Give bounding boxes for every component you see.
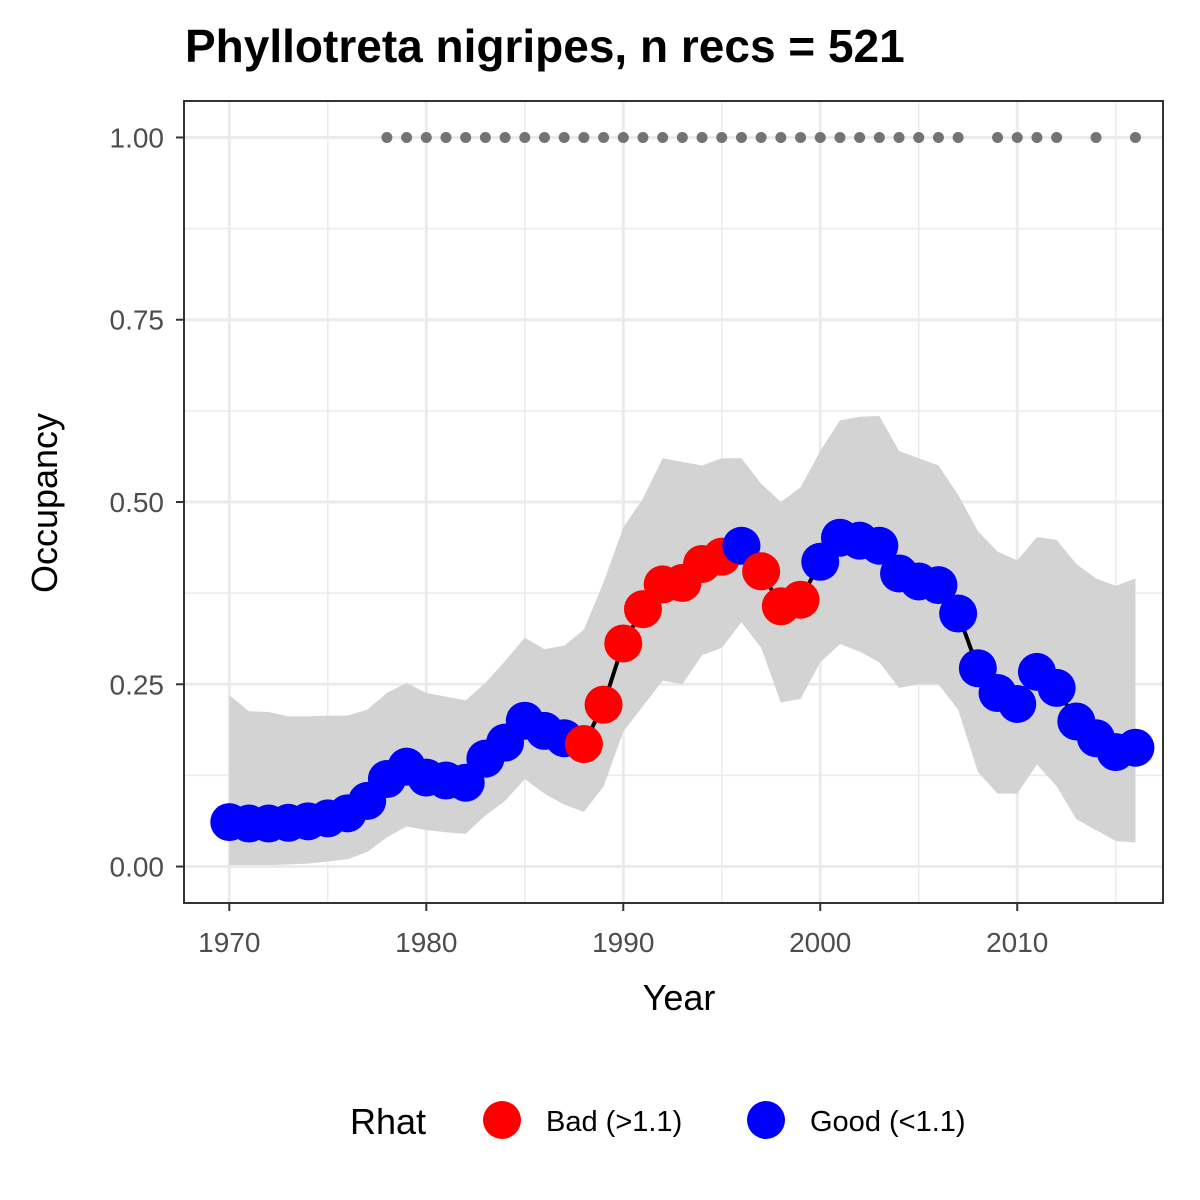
record-year-dot <box>716 131 728 143</box>
occupancy-point-bad <box>742 552 781 591</box>
confidence-ribbon-layer <box>229 415 1136 866</box>
y-tick-label: 0.25 <box>110 669 165 700</box>
record-year-dot <box>814 131 826 143</box>
x-axis-title: Year <box>643 977 716 1018</box>
x-tick-label: 1970 <box>198 927 260 958</box>
occupancy-point-bad <box>604 624 643 663</box>
occupancy-point-good <box>998 684 1037 723</box>
occupancy-point-good <box>1116 728 1155 767</box>
confidence-ribbon <box>229 415 1136 866</box>
x-tick-label: 1990 <box>592 927 654 958</box>
record-year-dot <box>558 131 570 143</box>
record-year-dot <box>676 131 688 143</box>
occupancy-point-good <box>860 526 899 565</box>
record-year-dot <box>617 131 629 143</box>
legend-title: Rhat <box>350 1101 426 1142</box>
record-year-dot <box>598 131 610 143</box>
record-year-dot <box>893 131 905 143</box>
record-dots-layer <box>381 131 1141 143</box>
record-year-dot <box>1031 131 1043 143</box>
record-year-dot <box>578 131 590 143</box>
record-year-dot <box>440 131 452 143</box>
record-year-dot <box>401 131 413 143</box>
record-year-dot <box>913 131 925 143</box>
x-tick-label: 1980 <box>395 927 457 958</box>
record-year-dot <box>519 131 531 143</box>
record-year-dot <box>992 131 1004 143</box>
record-year-dot <box>1011 131 1023 143</box>
y-axis-title: Occupancy <box>24 413 65 593</box>
record-year-dot <box>795 131 807 143</box>
occupancy-point-good <box>1037 668 1076 707</box>
record-year-dot <box>420 131 432 143</box>
record-year-dot <box>479 131 491 143</box>
axes: 1970 1980 1990 2000 2010 0.00 0.25 0.50 0.75 1.00 <box>110 122 1049 958</box>
record-year-dot <box>460 131 472 143</box>
x-tick-label: 2010 <box>986 927 1048 958</box>
x-tick-label: 2000 <box>789 927 851 958</box>
record-year-dot <box>696 131 708 143</box>
legend-label-good: Good (<1.1) <box>810 1106 966 1138</box>
record-year-dot <box>755 131 767 143</box>
occupancy-points-layer <box>210 518 1155 843</box>
legend-key-bad <box>483 1101 521 1139</box>
record-year-dot <box>1051 131 1063 143</box>
record-year-dot <box>854 131 866 143</box>
record-year-dot <box>952 131 964 143</box>
occupancy-point-good <box>919 566 958 605</box>
y-tick-label: 1.00 <box>110 122 165 153</box>
record-year-dot <box>873 131 885 143</box>
occupancy-point-good <box>939 594 978 633</box>
record-year-dot <box>538 131 550 143</box>
y-tick-label: 0.50 <box>110 487 165 518</box>
record-year-dot <box>637 131 649 143</box>
legend-key-good <box>747 1101 785 1139</box>
record-year-dot <box>1090 131 1102 143</box>
record-year-dot <box>735 131 747 143</box>
record-year-dot <box>834 131 846 143</box>
legend: Rhat Bad (>1.1) Good (<1.1) <box>350 1101 966 1142</box>
record-year-dot <box>657 131 669 143</box>
occupancy-point-bad <box>781 580 820 619</box>
record-year-dot <box>1129 131 1141 143</box>
occupancy-point-bad <box>584 685 623 724</box>
record-year-dot <box>381 131 393 143</box>
y-tick-label: 0.00 <box>110 852 165 883</box>
record-year-dot <box>499 131 511 143</box>
y-tick-label: 0.75 <box>110 305 165 336</box>
legend-label-bad: Bad (>1.1) <box>546 1106 682 1138</box>
chart-title: Phyllotreta nigripes, n recs = 521 <box>185 20 905 72</box>
occupancy-point-bad <box>564 725 603 764</box>
record-year-dot <box>775 131 787 143</box>
record-year-dot <box>932 131 944 143</box>
